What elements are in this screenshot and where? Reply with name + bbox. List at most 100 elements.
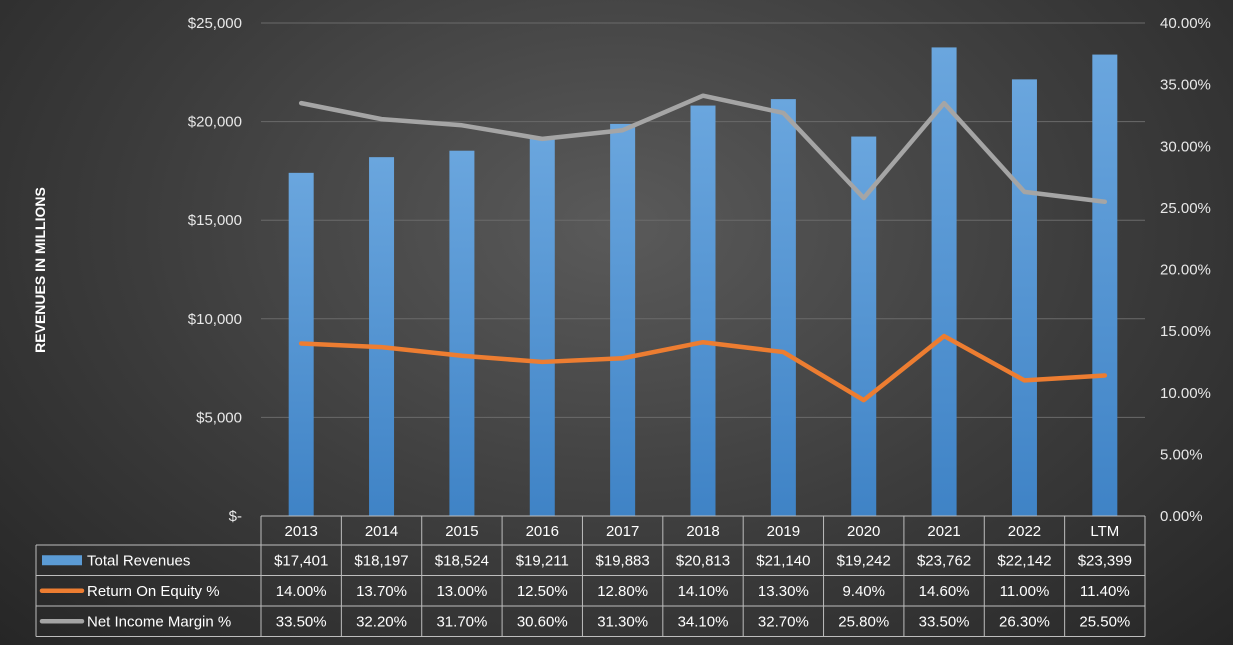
- data-label: $19,242: [837, 552, 891, 569]
- lines: [298, 93, 1108, 403]
- line-point: [862, 196, 866, 200]
- data-label: 14.00%: [276, 583, 327, 600]
- data-label: 34.10%: [678, 613, 729, 630]
- line-point: [942, 334, 946, 338]
- axes: $- $5,000 $10,000 $15,000 $20,000 $25,000 0.00…: [188, 15, 1211, 525]
- line-point: [380, 117, 384, 121]
- bar: [851, 136, 877, 516]
- line-point: [460, 123, 464, 127]
- y-tick-label: $-: [229, 508, 242, 525]
- y-axis-label: REVENUES IN MILLIONS: [32, 187, 48, 353]
- data-label: 25.80%: [838, 613, 889, 630]
- y2-tick-label: 35.00%: [1160, 77, 1211, 94]
- line-point: [540, 360, 544, 364]
- legend-entry: Total Revenues: [87, 552, 190, 569]
- data-label: 13.70%: [356, 583, 407, 600]
- data-label: 14.10%: [678, 583, 729, 600]
- x-tick-label: 2020: [847, 523, 880, 540]
- data-label: 30.60%: [517, 613, 568, 630]
- line-point: [1022, 190, 1026, 194]
- bar: [931, 47, 957, 516]
- bar: [770, 99, 796, 516]
- data-label: 12.80%: [597, 583, 648, 600]
- data-table: 2013 2014 2015 2016 2017 2018 2019 2020 2021 2022…: [35, 515, 1146, 637]
- line-point: [862, 398, 866, 402]
- data-label: 25.50%: [1079, 613, 1130, 630]
- x-tick-label: 2016: [526, 523, 559, 540]
- data-label: 9.40%: [842, 583, 885, 600]
- bar: [610, 123, 636, 517]
- data-label: 31.30%: [597, 613, 648, 630]
- data-label: 13.00%: [436, 583, 487, 600]
- y2-tick-label: 25.00%: [1160, 200, 1211, 217]
- x-tick-label: 2021: [927, 523, 960, 540]
- y2-tick-label: 30.00%: [1160, 138, 1211, 155]
- data-label: $21,140: [756, 552, 810, 569]
- bar: [690, 105, 716, 517]
- data-label: $19,211: [516, 552, 569, 569]
- data-label: $18,197: [354, 552, 408, 569]
- y2-tick-label: 15.00%: [1160, 323, 1211, 340]
- bar: [369, 157, 395, 517]
- line-point: [701, 94, 705, 98]
- bars-total-revenues: [288, 47, 1118, 517]
- line-point: [701, 340, 705, 344]
- line-point: [1103, 373, 1107, 377]
- data-label: $23,399: [1078, 552, 1132, 569]
- line-point: [1022, 378, 1026, 382]
- data-label: 31.70%: [436, 613, 487, 630]
- data-label: 11.00%: [1000, 583, 1050, 600]
- data-label: 11.40%: [1080, 583, 1130, 600]
- data-label: $20,813: [676, 552, 730, 569]
- x-tick-label: 2015: [445, 523, 478, 540]
- x-tick-label: 2018: [686, 523, 719, 540]
- line-point: [781, 111, 785, 115]
- y-tick-label: $20,000: [188, 114, 242, 131]
- data-label: 12.50%: [517, 583, 568, 600]
- data-label: 14.60%: [919, 583, 970, 600]
- bar: [529, 137, 555, 517]
- bar: [1092, 54, 1118, 517]
- y-tick-label: $5,000: [196, 409, 242, 426]
- y2-tick-label: 40.00%: [1160, 15, 1211, 32]
- y2-tick-label: 20.00%: [1160, 262, 1211, 279]
- line-point: [621, 356, 625, 360]
- data-label: 32.20%: [356, 613, 407, 630]
- line-point: [781, 350, 785, 354]
- line-point: [540, 137, 544, 141]
- line-point: [299, 101, 303, 105]
- x-tick-label: LTM: [1090, 523, 1119, 540]
- data-label: 33.50%: [276, 613, 327, 630]
- x-tick-label: 2019: [767, 523, 800, 540]
- bar: [449, 150, 475, 516]
- data-label: 33.50%: [919, 613, 970, 630]
- data-label: $17,401: [274, 552, 328, 569]
- x-tick-label: 2014: [365, 523, 398, 540]
- y-tick-label: $15,000: [188, 212, 242, 229]
- line-point: [460, 354, 464, 358]
- line-point: [380, 345, 384, 349]
- y2-tick-label: 0.00%: [1160, 508, 1203, 525]
- data-label: 32.70%: [758, 613, 809, 630]
- data-label: $19,883: [596, 552, 650, 569]
- y-tick-label: $25,000: [188, 15, 242, 32]
- data-label: $18,524: [435, 552, 489, 569]
- data-label: 13.30%: [758, 583, 809, 600]
- y2-tick-label: 5.00%: [1160, 446, 1203, 463]
- x-tick-label: 2022: [1008, 523, 1041, 540]
- x-tick-label: 2013: [284, 523, 317, 540]
- data-label: $23,762: [917, 552, 971, 569]
- line-point: [621, 128, 625, 132]
- legend-key-bar: [42, 555, 82, 566]
- line-point: [1103, 200, 1107, 204]
- line-point: [942, 101, 946, 105]
- line-point: [299, 341, 303, 345]
- legend-entry: Net Income Margin %: [87, 613, 231, 630]
- x-tick-label: 2017: [606, 523, 639, 540]
- data-label: 26.30%: [999, 613, 1050, 630]
- data-label: $22,142: [997, 552, 1051, 569]
- y2-tick-label: 10.00%: [1160, 385, 1211, 402]
- y-tick-label: $10,000: [188, 311, 242, 328]
- legend-entry: Return On Equity %: [87, 583, 220, 600]
